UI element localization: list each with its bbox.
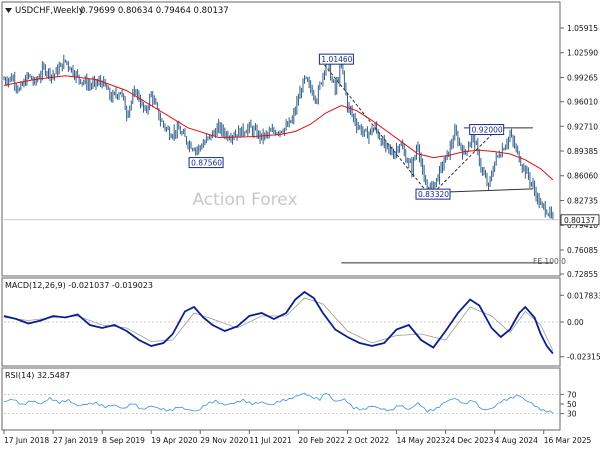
price-tick-label: 0.76085 [567,246,598,255]
price-tick-label: 0.82735 [567,196,598,205]
time-tick-label: 20 Feb 2022 [298,436,345,445]
rsi-tick-label: 50 [567,400,577,409]
price-axis: 1.05915 1.02590 0.99265 0.96010 0.92710 0.893… [560,24,598,279]
price-tick-label: 1.02590 [567,49,598,58]
macd-title: MACD(12,26,9) -0.021037 -0.019023 [5,281,153,290]
price-tick-label: 0.79410 [567,221,598,230]
time-tick-label: 16 Mar 2025 [544,436,592,445]
price-panel-frame [1,1,561,277]
price-tick-label: 0.86060 [567,172,598,181]
time-axis: 17 Jun 2018 27 Jan 2019 8 Sep 2019 19 Apr 2… [3,430,592,445]
rsi-panel-frame [1,367,561,431]
current-price-tag [560,214,600,226]
macd-line [3,290,554,355]
macd-axis: 0.017833 0.00 -0.023159 [4,291,600,362]
level-label-box [318,53,354,65]
price-tick-label: 0.96010 [567,98,598,107]
level-label: 0.87560 [191,159,222,168]
time-tick-label: 4 Aug 2024 [495,436,538,445]
macd-tick-label: 0.00 [567,318,584,327]
time-tick-label: 27 Jan 2019 [53,436,98,445]
macd-tick-label: 0.017833 [567,291,600,300]
price-tick-label: 1.05915 [567,24,598,33]
time-tick-label: 24 Dec 2023 [446,436,494,445]
level-label-box [415,188,451,200]
rsi-header: RSI(14) 32.5487 [5,371,70,380]
level-label: FE 100.0 [533,257,566,266]
ohlc-values: 0.79699 0.80634 0.79464 0.80137 [80,6,229,16]
current-price-label: 0.80137 [564,216,595,225]
level-label-box [188,157,224,169]
trendline [429,131,496,197]
rsi-tick-label: 70 [567,390,577,399]
price-tick-label: 0.99265 [567,73,598,82]
price-annotations: 1.01460 0.87560 0.83320 0.92000 FE 100.0 0.80… [4,53,600,266]
time-tick-label: 2 Oct 2022 [347,436,389,445]
rsi-tick-label: 30 [567,410,577,419]
price-tick-label: 0.89385 [567,147,598,156]
time-tick-label: 14 May 2023 [397,436,446,445]
level-label: 0.92000 [472,126,503,135]
macd-tick-label: -0.023159 [567,353,600,362]
level-label: 0.83320 [418,190,449,199]
symbol-timeframe: USDCHF,Weekly [15,6,84,16]
price-header: USDCHF,Weekly 0.79699 0.80634 0.79464 0.… [5,6,229,16]
time-tick-label: 8 Sep 2019 [102,436,145,445]
macd-signal-line [3,297,554,351]
rsi-series [3,392,554,414]
trendline [321,60,431,197]
level-label: 1.01460 [321,55,352,64]
level-label-box [469,124,505,136]
macd-header: MACD(12,26,9) -0.021037 -0.019023 [5,281,153,290]
time-tick-label: 19 Apr 2020 [151,436,198,445]
price-tick-label: 0.72855 [567,270,598,279]
time-tick-label: 29 Nov 2020 [200,436,248,445]
rsi-line [3,392,554,414]
watermark: Action Forex [192,190,297,210]
price-series [3,54,554,220]
time-tick-label: 11 Jul 2021 [249,436,292,445]
moving-average-line [3,75,554,181]
price-tick-label: 0.92710 [567,122,598,131]
rsi-title: RSI(14) 32.5487 [5,371,70,380]
macd-series [3,290,554,355]
time-tick-label: 17 Jun 2018 [4,436,49,445]
collapse-triangle-icon[interactable] [5,8,12,13]
